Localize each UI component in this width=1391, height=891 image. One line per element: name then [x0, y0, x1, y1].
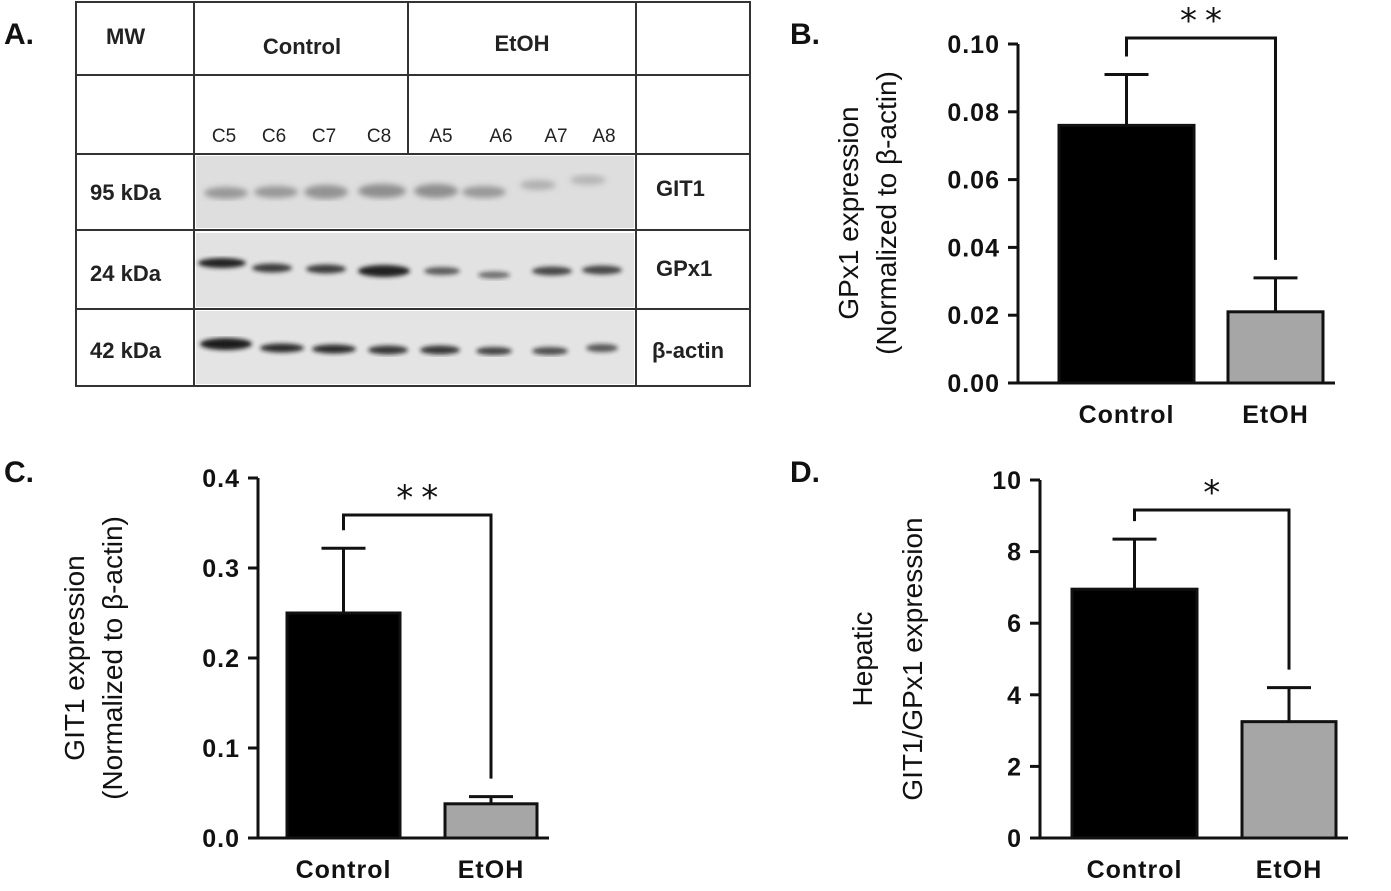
x-category-label: Control — [1079, 401, 1175, 429]
etoh-header: EtOH — [495, 31, 550, 56]
lane-label: A7 — [544, 126, 567, 147]
y-tick-label: 0 — [1007, 825, 1022, 853]
y-tick-label: 0.4 — [202, 465, 240, 493]
significance-bracket — [1133, 508, 1291, 670]
bar-control — [285, 611, 402, 840]
bar-control — [1057, 123, 1196, 385]
y-axis-subtitle: GIT1/GPx1 expression — [897, 517, 928, 800]
y-tick-label: 0.3 — [202, 555, 240, 583]
lane-label: C5 — [212, 126, 236, 147]
lane-labels: C5 C6 C7 C8 A5 A6 A7 A8 — [212, 126, 616, 147]
bar-etoh — [1240, 720, 1338, 840]
y-axis-subtitle: (Normalized to β-actin) — [871, 71, 902, 355]
y-tick-label: 0.1 — [202, 735, 240, 763]
blot-beta-actin-image — [196, 311, 634, 384]
y-tick-label: 0.04 — [947, 234, 1000, 262]
y-tick-label: 0.08 — [947, 99, 1000, 127]
panel-label: D. — [790, 456, 820, 489]
blot-table — [75, 1, 751, 387]
y-tick-label: 0.00 — [947, 370, 1000, 398]
panel-label: C. — [4, 456, 34, 489]
panel-a-label: A. — [4, 18, 34, 51]
x-category-label: EtOH — [1242, 401, 1309, 429]
y-tick-label: 0.06 — [947, 167, 1000, 195]
y-tick-label: 4 — [1007, 682, 1022, 710]
panel-label: B. — [790, 18, 820, 51]
lane-label: A8 — [592, 126, 615, 147]
y-tick-label: 2 — [1007, 753, 1022, 781]
y-tick-label: 0.10 — [947, 31, 1000, 59]
y-tick-label: 8 — [1007, 539, 1022, 567]
mw-42: 42 kDa — [90, 338, 162, 363]
panel-d-chart: D. 0 2 4 6 8 10 Control EtOH * Hepatic GIT1/GPx1 ex… — [790, 456, 1348, 884]
bar-control — [1070, 587, 1199, 840]
significance-label: ** — [1180, 1, 1230, 41]
lane-label: C7 — [312, 126, 336, 147]
protein-git1: GIT1 — [656, 176, 705, 201]
y-axis-title: GPx1 expression — [833, 106, 864, 319]
y-axis-title: Hepatic — [847, 612, 878, 707]
bar-etoh — [1226, 310, 1325, 385]
x-category-label: Control — [1087, 856, 1183, 884]
mw-header: MW — [106, 24, 145, 49]
mw-95: 95 kDa — [90, 180, 162, 205]
y-tick-label: 0.2 — [202, 645, 240, 673]
protein-beta-actin: β-actin — [652, 338, 724, 363]
y-tick-label: 0.02 — [947, 302, 1000, 330]
y-tick-label: 0.0 — [202, 825, 240, 853]
significance-label: ** — [396, 478, 446, 518]
panel-c-chart: C. 0.0 0.1 0.2 0.3 0.4 Control EtOH ** GIT1 expre… — [4, 456, 549, 884]
panel-a: A. MW Control EtOH C5 C6 C7 C8 A5 A6 A7 … — [4, 1, 751, 387]
blot-git1-image — [196, 156, 634, 228]
lane-label: C8 — [367, 126, 391, 147]
significance-bracket — [1125, 36, 1277, 260]
x-category-label: EtOH — [1256, 856, 1323, 884]
lane-label: A6 — [489, 126, 512, 147]
y-tick-label: 10 — [992, 467, 1022, 495]
lane-label: C6 — [262, 126, 286, 147]
control-header: Control — [263, 34, 341, 59]
x-category-label: Control — [296, 856, 392, 884]
significance-label: * — [1203, 473, 1228, 513]
bar-etoh — [443, 802, 539, 840]
panel-b-chart: B. 0.00 0.02 0.04 0.06 0.08 0.10 Control EtOH ** G… — [790, 1, 1335, 429]
y-axis-title: GIT1 expression — [59, 555, 90, 760]
protein-gpx1: GPx1 — [656, 256, 712, 281]
lane-label: A5 — [429, 126, 452, 147]
y-axis-subtitle: (Normalized to β-actin) — [97, 516, 128, 800]
y-tick-label: 6 — [1007, 610, 1022, 638]
significance-bracket — [342, 513, 493, 779]
blot-gpx1-image — [196, 233, 634, 307]
x-category-label: EtOH — [458, 856, 525, 884]
mw-24: 24 kDa — [90, 261, 162, 286]
